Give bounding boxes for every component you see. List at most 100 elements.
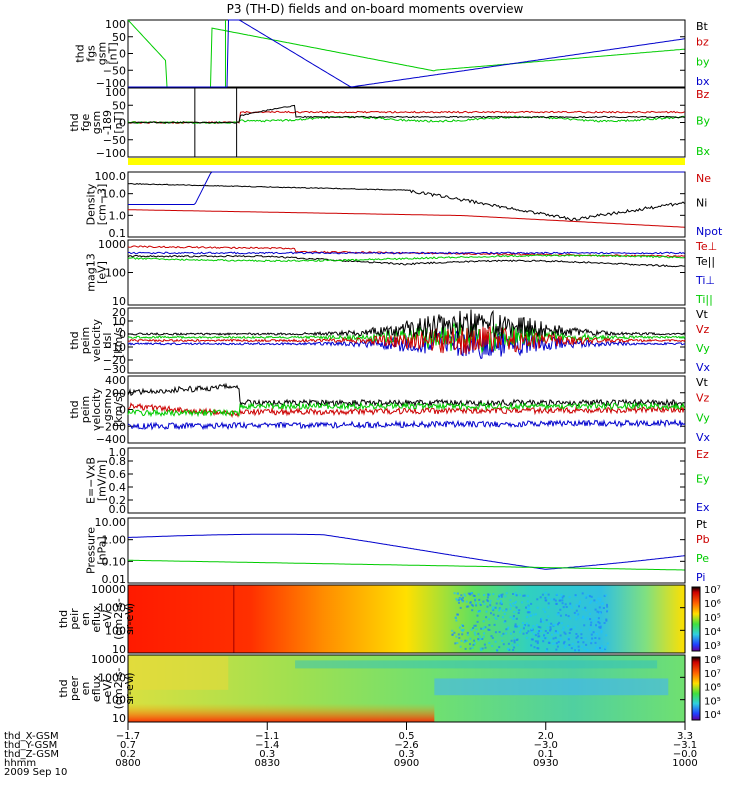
ion-speckle (577, 645, 580, 648)
ion-speckle (575, 614, 578, 616)
ion-speckle (489, 602, 492, 604)
ion-speckle (534, 634, 537, 637)
y-axis-label-line: thd (57, 679, 70, 697)
ion-speckle (540, 617, 543, 620)
y-tick-label: 10 (112, 643, 126, 656)
ion-speckle (557, 638, 560, 641)
footer-value: 2.0 (538, 731, 554, 742)
ion-speckle (537, 625, 540, 628)
ion-speckle (530, 630, 533, 633)
legend-vdsl-2: Vy (696, 342, 710, 355)
ion-speckle (589, 624, 592, 627)
ion-speckle (472, 604, 474, 607)
y-tick-label: 0.4 (109, 481, 127, 494)
footer-value: −1.4 (255, 740, 279, 751)
ion-speckle (522, 627, 525, 630)
legend-vgsm-2: Vy (696, 411, 710, 424)
ion-speckle (472, 627, 475, 629)
ion-speckle (554, 636, 557, 639)
footer-value: 0.1 (538, 749, 554, 760)
fge-bt-curve (127, 104, 685, 124)
y-tick-label: 0.01 (102, 573, 127, 586)
ion-speckle (565, 606, 568, 608)
y-axis-label-line: (cm2-s- (112, 598, 125, 640)
ion-speckle (599, 626, 602, 629)
ion-speckle (471, 609, 474, 612)
ion-speckle (515, 594, 518, 597)
y-axis-label-line: sr-eV) (123, 603, 136, 635)
ion-speckle (512, 617, 515, 620)
colorbar-label: 10⁵ (704, 613, 721, 624)
ion-speckle (507, 647, 510, 650)
ion-speckle (481, 647, 484, 650)
legend-pressure-0: Pt (696, 518, 708, 531)
legend-pressure-3: Pi (696, 571, 705, 584)
panel-frame (127, 584, 686, 654)
y-tick-label: 10000 (91, 653, 126, 666)
ion-speckle (472, 594, 475, 597)
y-tick-label: −10 (103, 341, 126, 354)
ion-speckle (525, 636, 528, 639)
ion-speckle (467, 592, 470, 595)
ion-speckle (469, 643, 471, 646)
y-axis-label-line: eflux (90, 605, 103, 633)
density-ni-curve (127, 182, 685, 222)
footer-label: thd_X-GSM (4, 731, 59, 742)
footer-value: −3.1 (673, 740, 697, 751)
ion-speckle (574, 594, 577, 597)
ion-speckle (457, 613, 459, 616)
pressure-pe-curve (128, 559, 685, 571)
ion-speckle (514, 623, 517, 626)
ion-speckle (461, 630, 464, 633)
ion-speckle (569, 617, 572, 620)
ion-speckle (464, 639, 467, 642)
ion-speckle (583, 624, 586, 627)
ion-speckle (600, 630, 603, 633)
ion-speckle (580, 637, 583, 639)
ion-speckle (567, 615, 570, 618)
ion-speckle (485, 610, 488, 613)
ion-speckle (513, 639, 516, 642)
y-tick-label: 50 (112, 31, 126, 44)
y-axis-label-line: E=−VxB (85, 457, 98, 504)
ion-speckle (487, 594, 490, 597)
panels-group: 100500−50−100thdfgsgsm[nT]Btbzbybx100500… (57, 18, 723, 725)
ion-speckle (505, 592, 508, 595)
ion-speckle (515, 606, 518, 609)
ion-speckle (553, 598, 556, 601)
vgsm-vy-curve (127, 401, 686, 418)
vdsl-vy-curve (127, 322, 686, 354)
ion-speckle (477, 593, 480, 596)
y-axis-label-line: dsl (101, 333, 114, 349)
ion-speckle (454, 642, 457, 645)
ion-speckle (526, 622, 528, 625)
ion-speckle (507, 642, 510, 645)
ion-speckle (526, 600, 529, 603)
temp-tipar-curve (127, 254, 685, 263)
ion-speckle (599, 625, 602, 628)
ion-speckle (486, 605, 489, 608)
ion-speckle (469, 647, 472, 650)
ion-speckle (548, 642, 551, 644)
ion-speckle (557, 623, 559, 626)
ion-speckle (470, 592, 473, 594)
ion-speckle (580, 645, 583, 648)
y-axis-label-line: thd (68, 400, 81, 418)
ion-speckle (473, 624, 476, 627)
ion-speckle (483, 594, 486, 596)
ion-speckle (575, 636, 578, 639)
ion-speckle (563, 631, 566, 634)
ion-speckle (558, 599, 561, 602)
ion-speckle (585, 609, 588, 612)
panel-frame (127, 447, 686, 514)
ion-speckle (606, 605, 609, 608)
ion-speckle (458, 626, 461, 629)
ion-speckle (596, 610, 599, 613)
ion-speckle (476, 620, 479, 623)
ion-speckle (605, 634, 608, 637)
footer-value: 0900 (394, 758, 419, 769)
ion-speckle (491, 606, 494, 609)
colorbar-label: 10³ (704, 641, 721, 652)
ion-speckle (596, 646, 599, 649)
